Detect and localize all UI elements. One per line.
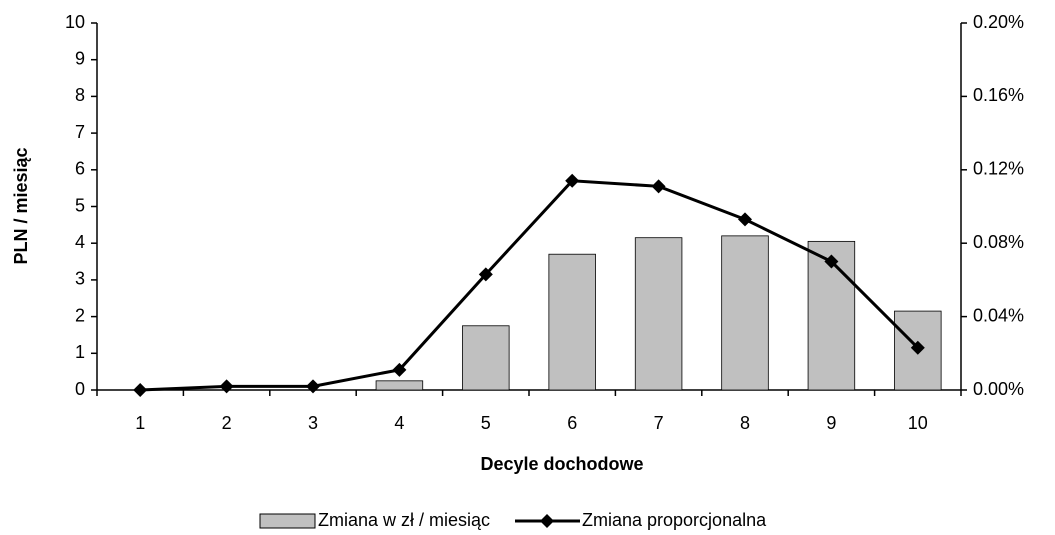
y2-tick-label: 0.04% xyxy=(973,305,1024,325)
x-tick-label: 6 xyxy=(567,413,577,433)
legend-swatch xyxy=(540,514,554,528)
line-marker xyxy=(219,379,234,394)
x-tick-label: 9 xyxy=(826,413,836,433)
line xyxy=(140,179,919,392)
y-tick-label: 9 xyxy=(75,48,85,68)
y2-tick-label: 0.00% xyxy=(973,379,1024,399)
line-marker xyxy=(392,362,407,377)
y2-tick-label: 0.20% xyxy=(973,12,1024,32)
x-tick-label: 4 xyxy=(394,413,404,433)
x-axis-title: Decyle dochodowe xyxy=(480,454,643,474)
y2-tick-label: 0.16% xyxy=(973,85,1024,105)
y-tick-label: 5 xyxy=(75,195,85,215)
line-marker xyxy=(910,340,925,355)
x-tick-label: 7 xyxy=(654,413,664,433)
bar xyxy=(721,235,769,391)
bar xyxy=(462,325,510,391)
line-marker xyxy=(824,254,839,269)
bar xyxy=(548,253,596,391)
y-tick-label: 4 xyxy=(75,232,85,252)
y2-tick-label: 0.08% xyxy=(973,232,1024,252)
x-tick-label: 1 xyxy=(135,413,145,433)
y-tick-label: 2 xyxy=(75,305,85,325)
x-tick-label: 10 xyxy=(908,413,928,433)
line-marker xyxy=(651,179,666,194)
bar xyxy=(634,237,683,391)
x-tick-label: 8 xyxy=(740,413,750,433)
x-tick-label: 3 xyxy=(308,413,318,433)
line-marker xyxy=(133,383,148,397)
y-tick-label: 0 xyxy=(75,379,85,399)
y-tick-label: 7 xyxy=(75,122,85,142)
line-marker xyxy=(565,173,580,188)
line-marker xyxy=(738,212,752,227)
y-tick-label: 3 xyxy=(75,269,85,289)
y-tick-label: 10 xyxy=(65,12,85,32)
legend-label: Zmiana proporcjonalna xyxy=(582,510,767,530)
y2-tick-label: 0.12% xyxy=(973,159,1024,179)
legend-swatch xyxy=(259,513,316,529)
y-tick-label: 8 xyxy=(75,85,85,105)
legend-label: Zmiana w zł / miesiąc xyxy=(318,510,490,530)
y-tick-label: 1 xyxy=(75,342,85,362)
line-marker xyxy=(306,379,320,394)
x-tick-label: 5 xyxy=(481,413,491,433)
y-axis-title: PLN / miesiąc xyxy=(11,147,31,264)
bar xyxy=(375,380,424,391)
line-marker xyxy=(478,267,493,282)
x-tick-label: 2 xyxy=(222,413,232,433)
y-tick-label: 6 xyxy=(75,159,85,179)
